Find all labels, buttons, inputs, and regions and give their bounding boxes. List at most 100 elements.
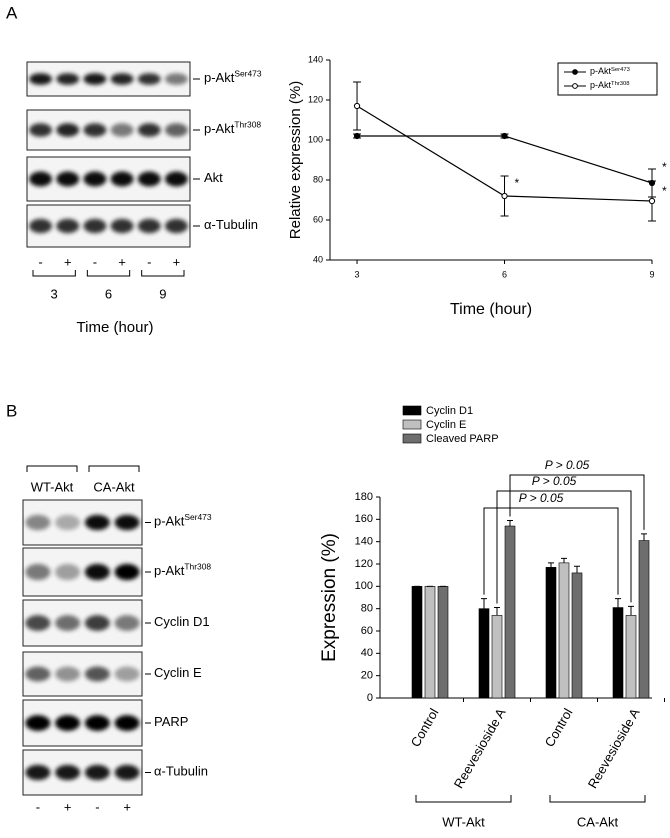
legend-label-sup: Ser473 [611,66,630,72]
blot-label: α-Tubulin [204,217,258,232]
legend-label: p-AktSer473 [590,66,630,76]
blot-label-sup: Ser473 [184,512,212,522]
y-tick-label: 120 [308,94,323,104]
legend-swatch [402,405,422,416]
bar [545,567,557,699]
error-bar [628,605,634,616]
bar [625,615,637,699]
blot-band [56,218,80,234]
lane-label: + [64,799,72,814]
blot-label: Cyclin E [154,665,202,680]
significance-bracket [496,490,632,604]
blot-band [56,123,80,137]
blot-band [25,715,51,731]
blot-band [114,563,140,581]
time-label: 9 [159,286,166,301]
x-tick-label: Reevesioside A [451,705,509,790]
blot-band [84,764,110,781]
y-tick-label: 160 [355,513,373,525]
annotation: P > 0.05 [545,458,590,472]
time-label: 3 [51,286,58,301]
blot-label: Cyclin D1 [154,614,210,629]
blot-band [56,73,80,85]
lane-label: + [64,254,72,269]
blot-band [114,764,140,781]
significance-bracket [483,507,619,595]
lane-label: - [38,254,42,269]
blot-label: α-Tubulin [154,764,208,779]
group-bracket [88,465,140,472]
legend-swatch [402,419,422,430]
blot-band [114,615,140,631]
bar [638,540,650,699]
blot-band [137,73,161,85]
panel-label: A [6,3,18,22]
bar [558,562,570,699]
legend-label-sup: Thr308 [611,80,630,86]
legend-label: Cyclin E [426,419,466,431]
data-point [501,132,508,140]
blot-label-sup: Thr308 [234,120,261,130]
blot-label-base: Cyclin E [154,665,202,680]
blot-label-sup: Ser473 [234,69,262,79]
y-tick-label: 40 [361,647,373,659]
blot-band [25,615,51,631]
blot-band [165,73,188,85]
blot-band [110,123,134,137]
blot-band [114,715,140,731]
error-bar [481,598,487,609]
blot-band [55,666,81,682]
blot-band [84,514,110,531]
blot-band [25,514,51,531]
y-tick-label: 40 [313,254,323,264]
lane-label: + [173,254,181,269]
blot-frame [26,109,191,151]
blot-frame [26,204,191,248]
blot-band [29,73,52,85]
error-bar [615,598,621,608]
legend-label: p-AktThr308 [590,80,630,90]
legend-label-base: p-Akt [590,80,612,90]
y-tick-label: 120 [355,558,373,570]
error-bar [641,533,647,541]
y-tick-label: 180 [355,491,373,503]
blot-label: PARP [154,714,188,729]
blot-label-base: p-Akt [204,70,235,85]
blot-band [137,171,161,187]
group-bracket [26,465,78,472]
y-tick-label: 60 [361,625,373,637]
blot-band [165,218,188,234]
blot-band [55,563,81,581]
blot-band [110,218,134,234]
legend-label: Cyclin D1 [426,405,473,417]
x-tick-label: 3 [355,269,360,279]
blot-band [83,73,107,85]
blot-band [84,666,110,682]
x-tick-label: 9 [649,269,654,279]
blot-band [55,715,81,731]
group-bracket [549,795,646,803]
x-tick-label: Control [542,706,576,750]
annotation: P > 0.05 [532,474,577,488]
blot-band [83,123,107,137]
error-bar [548,562,554,568]
y-axis-title: Expression (%) [319,533,340,662]
legend-marker [572,83,578,89]
group-label: CA-Akt [93,479,135,494]
group-label: WT-Akt [31,479,74,494]
group-bracket [415,795,512,803]
blot-label-base: α-Tubulin [204,217,258,232]
blot-label: Akt [204,170,223,185]
blot-band [84,615,110,631]
bar [478,608,490,699]
bar [437,586,449,699]
x-tick-label: Control [408,706,442,750]
data-point [501,192,508,200]
blot-label: p-AktSer473 [154,512,212,529]
y-tick-label: 60 [313,214,323,224]
lane-bracket [32,270,76,277]
y-tick-label: 100 [308,134,323,144]
blot-band [55,615,81,631]
lane-bracket [86,270,131,277]
